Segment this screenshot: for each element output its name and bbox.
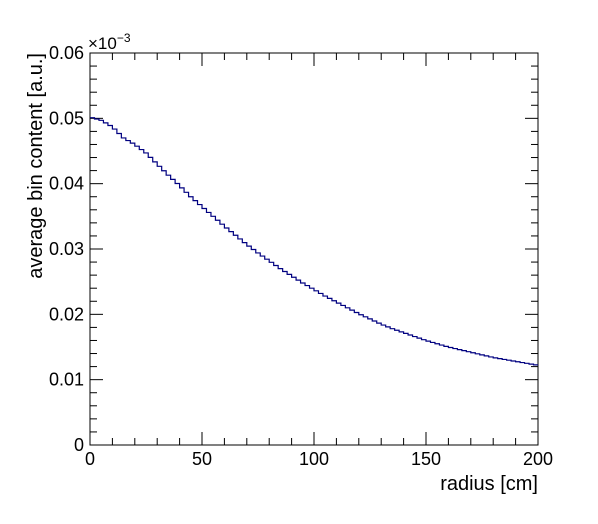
y-axis-title: average bin content [a.u.]: [25, 53, 47, 279]
x-tick-label: 0: [85, 449, 95, 469]
y-tick-label: 0.03: [49, 239, 84, 259]
y-tick-label: 0.04: [49, 174, 84, 194]
y-tick-label: 0.02: [49, 304, 84, 324]
x-axis-title: radius [cm]: [440, 473, 538, 495]
x-axis-tick-labels: 0 50 100 150 200: [85, 449, 553, 469]
x-tick-label: 200: [523, 449, 553, 469]
x-axis-ticks: [89, 53, 539, 445]
y-tick-label: 0: [74, 435, 84, 455]
x-tick-label: 150: [411, 449, 441, 469]
y-multiplier-base: ×10: [88, 34, 117, 53]
y-multiplier-exponent: −3: [117, 31, 131, 45]
x-tick-label: 50: [192, 449, 212, 469]
plot-frame: [89, 52, 539, 446]
y-tick-label: 0.01: [49, 370, 84, 390]
y-tick-label: 0.06: [49, 43, 84, 63]
y-axis-ticks: [90, 52, 538, 446]
x-tick-label: 100: [299, 449, 329, 469]
y-axis-tick-labels: 0 0.01 0.02 0.03 0.04 0.05 0.06: [49, 43, 84, 455]
series-line: [90, 117, 538, 366]
y-tick-label: 0.05: [49, 108, 84, 128]
y-multiplier-label: ×10−3: [88, 31, 131, 53]
